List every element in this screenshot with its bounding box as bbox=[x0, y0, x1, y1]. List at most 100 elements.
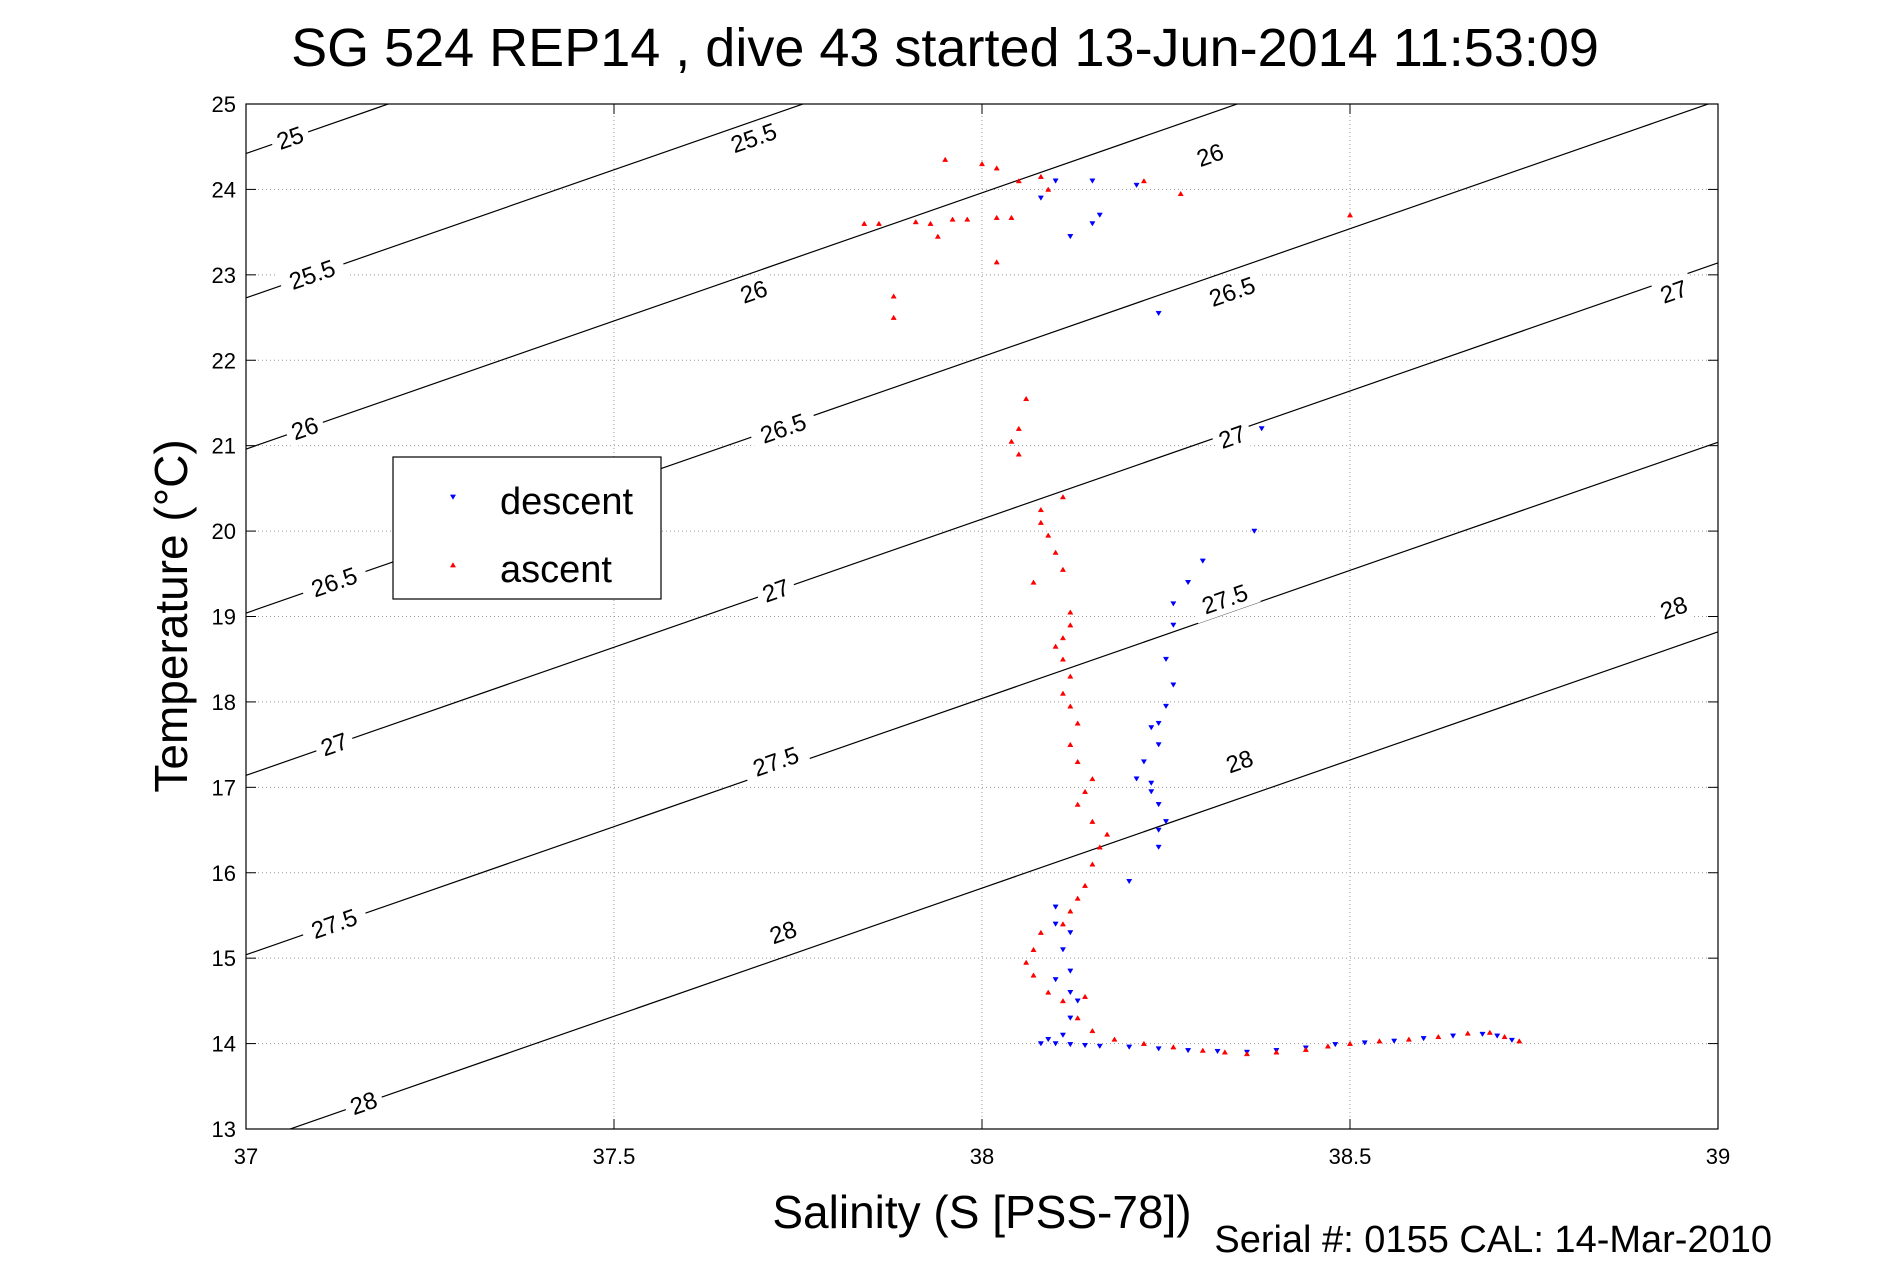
ascent-point bbox=[1177, 190, 1184, 197]
descent-point bbox=[1148, 789, 1155, 795]
descent-point bbox=[1162, 703, 1170, 710]
descent-point bbox=[1420, 1036, 1427, 1042]
descent-point bbox=[1155, 742, 1162, 748]
descent-point bbox=[1258, 426, 1265, 432]
ascent-point bbox=[993, 214, 1000, 220]
descent-point bbox=[1391, 1038, 1398, 1044]
descent-point bbox=[1155, 720, 1162, 727]
ascent-point bbox=[1140, 1040, 1147, 1046]
contour-label-background bbox=[267, 118, 313, 158]
descent-point bbox=[1052, 904, 1059, 910]
ascent-point bbox=[964, 216, 971, 222]
ascent-point bbox=[1199, 1047, 1206, 1053]
y-tick-label: 14 bbox=[212, 1032, 236, 1057]
ascent-point bbox=[1324, 1043, 1331, 1049]
ascent-point bbox=[1074, 801, 1081, 807]
descent-point bbox=[1185, 580, 1192, 586]
density-contour-line bbox=[288, 631, 1718, 1129]
ascent-point bbox=[1023, 959, 1030, 965]
descent-point bbox=[1155, 827, 1162, 833]
ascent-point bbox=[1052, 549, 1059, 555]
ascent-point bbox=[1059, 635, 1066, 641]
descent-point bbox=[1214, 1048, 1221, 1055]
x-tick-label: 39 bbox=[1706, 1144, 1730, 1169]
ascent-point bbox=[1052, 643, 1059, 649]
ascent-point bbox=[1008, 438, 1015, 444]
ascent-point bbox=[1059, 998, 1066, 1004]
ascent-point bbox=[1030, 972, 1037, 978]
contour-label-background bbox=[1187, 135, 1233, 175]
ascent-point bbox=[1082, 882, 1089, 888]
ascent-point bbox=[993, 165, 1000, 171]
descent-point bbox=[1067, 1042, 1074, 1048]
descent-point bbox=[1332, 1042, 1339, 1048]
legend: descent ascent bbox=[392, 456, 662, 600]
descent-point bbox=[1185, 1048, 1192, 1054]
y-axis-ticks: 13 14 15 16 17 18 19 20 21 22 23 24 25 bbox=[212, 92, 1718, 1142]
descent-point bbox=[1450, 1033, 1457, 1039]
ascent-point bbox=[1037, 519, 1044, 525]
descent-point bbox=[1059, 1032, 1066, 1038]
contour-label-background bbox=[1189, 575, 1261, 624]
ascent-point bbox=[1030, 946, 1037, 952]
contour-label-background bbox=[1209, 417, 1255, 457]
descent-point bbox=[1155, 1046, 1162, 1052]
legend-label-descent: descent bbox=[500, 481, 634, 523]
density-contour-label: 27 bbox=[1209, 417, 1255, 457]
descent-point bbox=[1479, 1031, 1486, 1038]
ascent-point bbox=[1037, 173, 1044, 179]
ascent-point bbox=[1059, 494, 1066, 500]
descent-point bbox=[1170, 682, 1177, 688]
y-tick-label: 23 bbox=[212, 263, 236, 288]
descent-point bbox=[1037, 1041, 1044, 1047]
y-tick-label: 18 bbox=[212, 690, 236, 715]
descent-point bbox=[1089, 178, 1096, 184]
descent-point bbox=[1155, 844, 1162, 850]
contour-label-background bbox=[760, 913, 806, 953]
ascent-point bbox=[1067, 741, 1074, 747]
contour-label-background bbox=[298, 558, 371, 607]
ascent-point bbox=[1067, 908, 1074, 914]
contour-label-background bbox=[282, 409, 328, 449]
ascent-point bbox=[1096, 844, 1103, 850]
descent-point bbox=[1052, 1041, 1059, 1047]
legend-label-ascent: ascent bbox=[500, 549, 612, 591]
ascent-point bbox=[1376, 1038, 1383, 1044]
descent-point bbox=[1052, 178, 1059, 184]
ascent-point bbox=[1405, 1036, 1412, 1042]
ascent-point bbox=[1037, 506, 1044, 513]
y-tick-label: 25 bbox=[212, 92, 236, 117]
ascent-point bbox=[1501, 1033, 1508, 1040]
ascent-point bbox=[1030, 579, 1037, 585]
descent-point bbox=[1082, 1042, 1089, 1049]
x-tick-label: 38 bbox=[970, 1144, 994, 1169]
contour-label-background bbox=[740, 737, 812, 786]
ascent-point bbox=[890, 314, 897, 320]
legend-marker-ascent-shape bbox=[449, 562, 457, 568]
density-contour-line bbox=[246, 104, 1711, 614]
legend-marker-ascent bbox=[449, 562, 457, 568]
descent-point bbox=[1089, 221, 1096, 227]
legend-marker-descent-shape bbox=[449, 494, 457, 500]
descent-point bbox=[1052, 921, 1059, 927]
ascent-point bbox=[978, 160, 986, 167]
x-axis-label: Salinity (S [PSS-78]) bbox=[772, 1186, 1191, 1238]
ascent-point bbox=[934, 233, 941, 239]
descent-point bbox=[1162, 656, 1170, 663]
descent-point bbox=[1199, 558, 1206, 564]
descent-point bbox=[1148, 725, 1155, 731]
ascent-point bbox=[1089, 775, 1096, 782]
ascent-point bbox=[1074, 720, 1081, 726]
density-contour-line bbox=[246, 104, 1239, 450]
data-points bbox=[861, 156, 1523, 1057]
ascent-point bbox=[1015, 451, 1022, 457]
x-axis-ticks: 37 37.5 38 38.5 39 bbox=[234, 104, 1730, 1169]
density-contour-line bbox=[246, 441, 1718, 956]
ascent-point bbox=[1089, 818, 1096, 824]
x-tick-label: 37.5 bbox=[593, 1144, 636, 1169]
ascent-point bbox=[1015, 425, 1022, 431]
descent-point bbox=[1074, 998, 1081, 1004]
x-tick-label: 38.5 bbox=[1329, 1144, 1372, 1169]
